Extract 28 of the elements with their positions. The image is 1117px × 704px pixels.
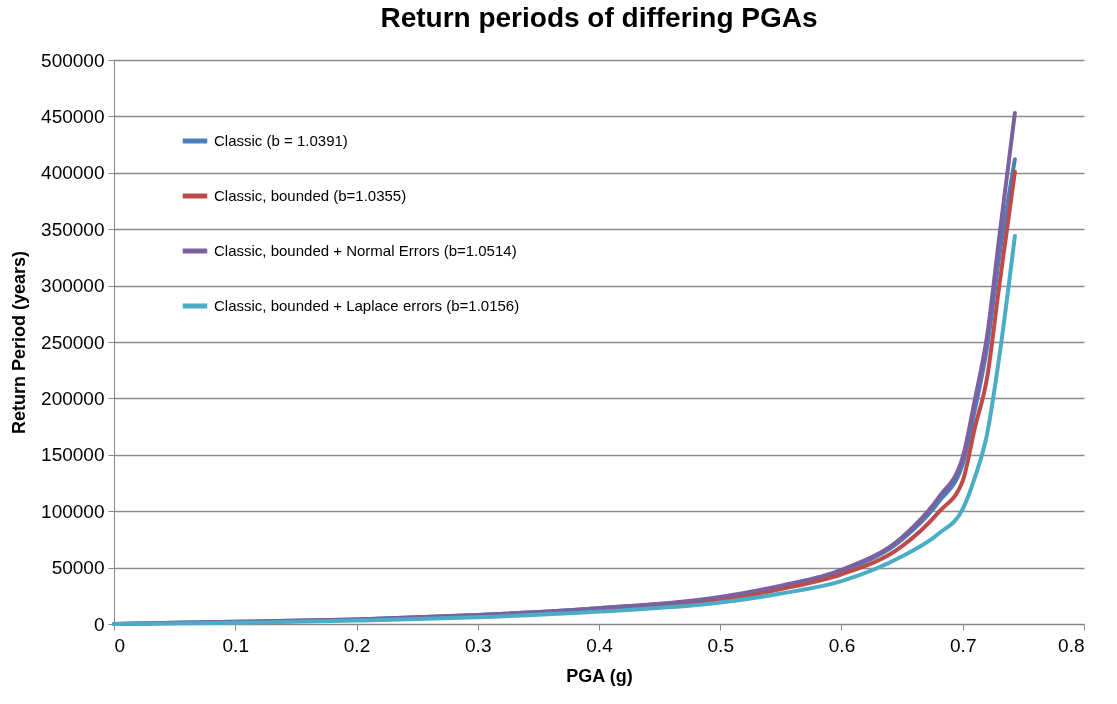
x-tick-label: 0.4	[586, 634, 614, 656]
y-tick-label: 300000	[41, 275, 105, 297]
y-tick-label: 200000	[41, 387, 105, 409]
y-tick-label: 250000	[41, 331, 105, 353]
x-tick-label: 0	[114, 634, 126, 656]
y-tick-label: 150000	[41, 444, 105, 466]
legend-label: Classic, bounded (b=1.0355)	[214, 187, 407, 204]
x-axis-title: PGA (g)	[566, 665, 633, 686]
x-tick-label: 0.1	[222, 634, 249, 656]
y-tick-label: 0	[93, 613, 105, 635]
x-tick-label: 0.3	[465, 634, 492, 656]
y-tick-label: 350000	[41, 218, 105, 240]
x-tick-label: 0.6	[828, 634, 856, 656]
x-tick-label: 0.7	[950, 634, 977, 656]
y-tick-label: 400000	[41, 162, 105, 184]
legend-label: Classic, bounded + Normal Errors (b=1.0514)	[214, 242, 517, 259]
line-series	[112, 233, 1017, 626]
legend-label: Classic (b = 1.0391)	[214, 132, 348, 149]
x-tick-label: 0.8	[1058, 634, 1085, 656]
y-tick-label: 100000	[41, 500, 105, 522]
y-axis-title: Return Period (years)	[9, 250, 30, 435]
chart-title: Return periods of differing PGAs	[380, 2, 818, 33]
y-tick-label: 50000	[51, 557, 105, 579]
x-tick-label: 0.2	[343, 634, 371, 656]
y-tick-label: 500000	[41, 49, 105, 71]
x-tick-label: 0.5	[707, 634, 734, 656]
legend-label: Classic, bounded + Laplace errors (b=1.0156)	[214, 297, 520, 314]
y-tick-label: 450000	[41, 105, 105, 127]
